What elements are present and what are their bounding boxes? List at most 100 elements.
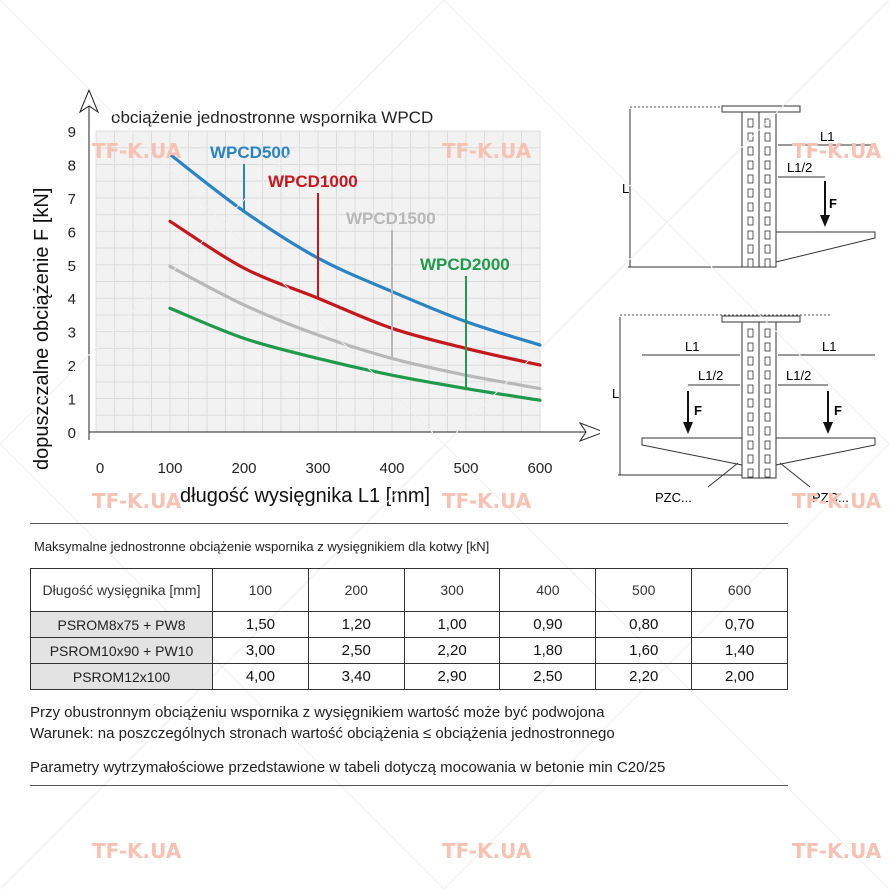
rail-slot (747, 440, 754, 450)
rail-slot (747, 230, 754, 240)
dim-L-label: L (622, 181, 629, 196)
table-row-name: PSROM12x100 (30, 663, 213, 690)
cantilever-arm-right (775, 437, 876, 466)
single-bracket-diagram: L L1 L1/2 F (622, 105, 876, 268)
force-label-right: F (834, 403, 842, 418)
cantilever-arm-left (641, 437, 743, 466)
y-tick-label: 1 (68, 392, 76, 409)
rail-slot (764, 440, 771, 450)
table-header-cell: 400 (499, 568, 597, 612)
table-cell: 0,70 (691, 611, 788, 638)
rail-slot (764, 244, 771, 254)
rail-slot (764, 174, 771, 184)
rail-slot (764, 370, 771, 380)
rail-slot (764, 356, 771, 366)
force-label: F (829, 196, 837, 211)
table-title: Maksymalne jednostronne obciążenie wspor… (34, 539, 490, 554)
x-tick-label: 500 (453, 460, 478, 477)
rail-slot (764, 160, 771, 170)
series-label-wpcd2000: WPCD2000 (420, 255, 510, 274)
table-cell: 0,90 (499, 611, 597, 638)
table-cell: 3,00 (212, 637, 309, 664)
rail-slot (764, 412, 771, 422)
rail-slot (747, 370, 754, 380)
series-label-wpcd1500: WPCD1500 (346, 209, 436, 228)
table-cell: 2,50 (307, 637, 405, 664)
x-tick-label: 200 (231, 460, 256, 477)
table-cell: 1,40 (691, 637, 788, 664)
table-cell: 2,90 (403, 663, 501, 690)
rail-slot (747, 216, 754, 226)
rail-slot (747, 188, 754, 198)
y-tick-labels: 0 1 2 3 4 5 6 7 8 9 (68, 124, 76, 442)
rail-slot (747, 384, 754, 394)
x-axis-label: długość wysięgnika L1 [mm] (180, 485, 430, 507)
table-header-cell: 100 (212, 568, 309, 612)
table-cell: 4,00 (212, 663, 309, 690)
rail-slot (747, 202, 754, 212)
y-tick-label: 6 (68, 224, 76, 241)
rail-slot (747, 454, 754, 464)
rail-slot (747, 258, 754, 268)
rail-slot (764, 384, 771, 394)
load-chart: 0 1 2 3 4 5 6 7 8 9 0 100 200 300 400 500 600 WPCD500 WP… (31, 88, 600, 507)
pzc-right-leader (779, 462, 811, 488)
x-tick-label: 400 (379, 460, 404, 477)
table-header-cell: 200 (307, 568, 405, 612)
table-row-name: PSROM8x75 + PW8 (30, 611, 213, 638)
y-tick-label: 8 (68, 157, 76, 174)
rail-slot (764, 146, 771, 156)
rail-slot (747, 174, 754, 184)
table-row: PSROM12x100 4,00 3,40 2,90 2,50 2,20 2,0… (30, 663, 788, 690)
table-cell: 0,80 (595, 611, 693, 638)
rail-slot (747, 356, 754, 366)
rail-slot (764, 188, 771, 198)
rail-slot (764, 258, 771, 268)
series-label-wpcd1000: WPCD1000 (268, 172, 358, 191)
rail-slot (747, 132, 754, 142)
load-table: Długość wysięgnika [mm] 100 200 300 400 … (30, 568, 788, 690)
table-header-cell: 500 (595, 568, 693, 612)
y-tick-label: 4 (68, 291, 76, 308)
watermark-8: TF-K.UA (442, 839, 532, 863)
cantilever-arm (775, 231, 876, 263)
rail-slot (747, 244, 754, 254)
rail-slot (747, 160, 754, 170)
table-row-name: PSROM10x90 + PW10 (30, 637, 213, 664)
rail-slot (764, 468, 771, 478)
table-cell: 3,40 (307, 663, 405, 690)
y-tick-label: 3 (68, 325, 76, 342)
rail-slot (764, 230, 771, 240)
x-tick-label: 600 (527, 460, 552, 477)
rail-slot (764, 398, 771, 408)
note-double-load: Przy obustronnym obciążeniu wspornika z … (30, 704, 605, 721)
rail-slot (764, 216, 771, 226)
table-header-cell: 300 (403, 568, 501, 612)
rail-slot (747, 146, 754, 156)
rail-slot (764, 426, 771, 436)
y-tick-label: 0 (68, 425, 76, 442)
table-row: PSROM10x90 + PW10 3,00 2,50 2,20 1,80 1,… (30, 637, 788, 664)
bracket-diagrams: L L1 L1/2 F L L1 L1 L1/2 L1/2 F F PZC (612, 105, 876, 505)
rail-slot (747, 412, 754, 422)
table-header-label: Długość wysięgnika [mm] (30, 568, 213, 612)
table-cell: 1,80 (499, 637, 597, 664)
force-label-left: F (694, 403, 702, 418)
rail-slot (764, 118, 771, 128)
note-condition: Warunek: na poszczególnych stronach wart… (30, 725, 615, 742)
dim-L1-left-label: L1 (685, 339, 699, 354)
x-tick-label: 300 (305, 460, 330, 477)
dim-L1-right-label: L1 (822, 339, 836, 354)
dim-L1-half-right-label: L1/2 (786, 368, 811, 383)
dim-L1-label: L1 (820, 129, 834, 144)
rail-slot (747, 426, 754, 436)
rail-slot (764, 328, 771, 338)
series-label-wpcd500: WPCD500 (210, 143, 290, 162)
rail-slot (764, 342, 771, 352)
top-plate-2 (721, 315, 801, 323)
dim-L-label-2: L (612, 386, 619, 401)
dim-L1-half-label: L1/2 (787, 160, 812, 175)
table-row: PSROM8x75 + PW8 1,50 1,20 1,00 0,90 0,80… (30, 611, 788, 638)
note-concrete: Parametry wytrzymałościowe przedstawione… (30, 759, 666, 776)
rail-slot (747, 342, 754, 352)
